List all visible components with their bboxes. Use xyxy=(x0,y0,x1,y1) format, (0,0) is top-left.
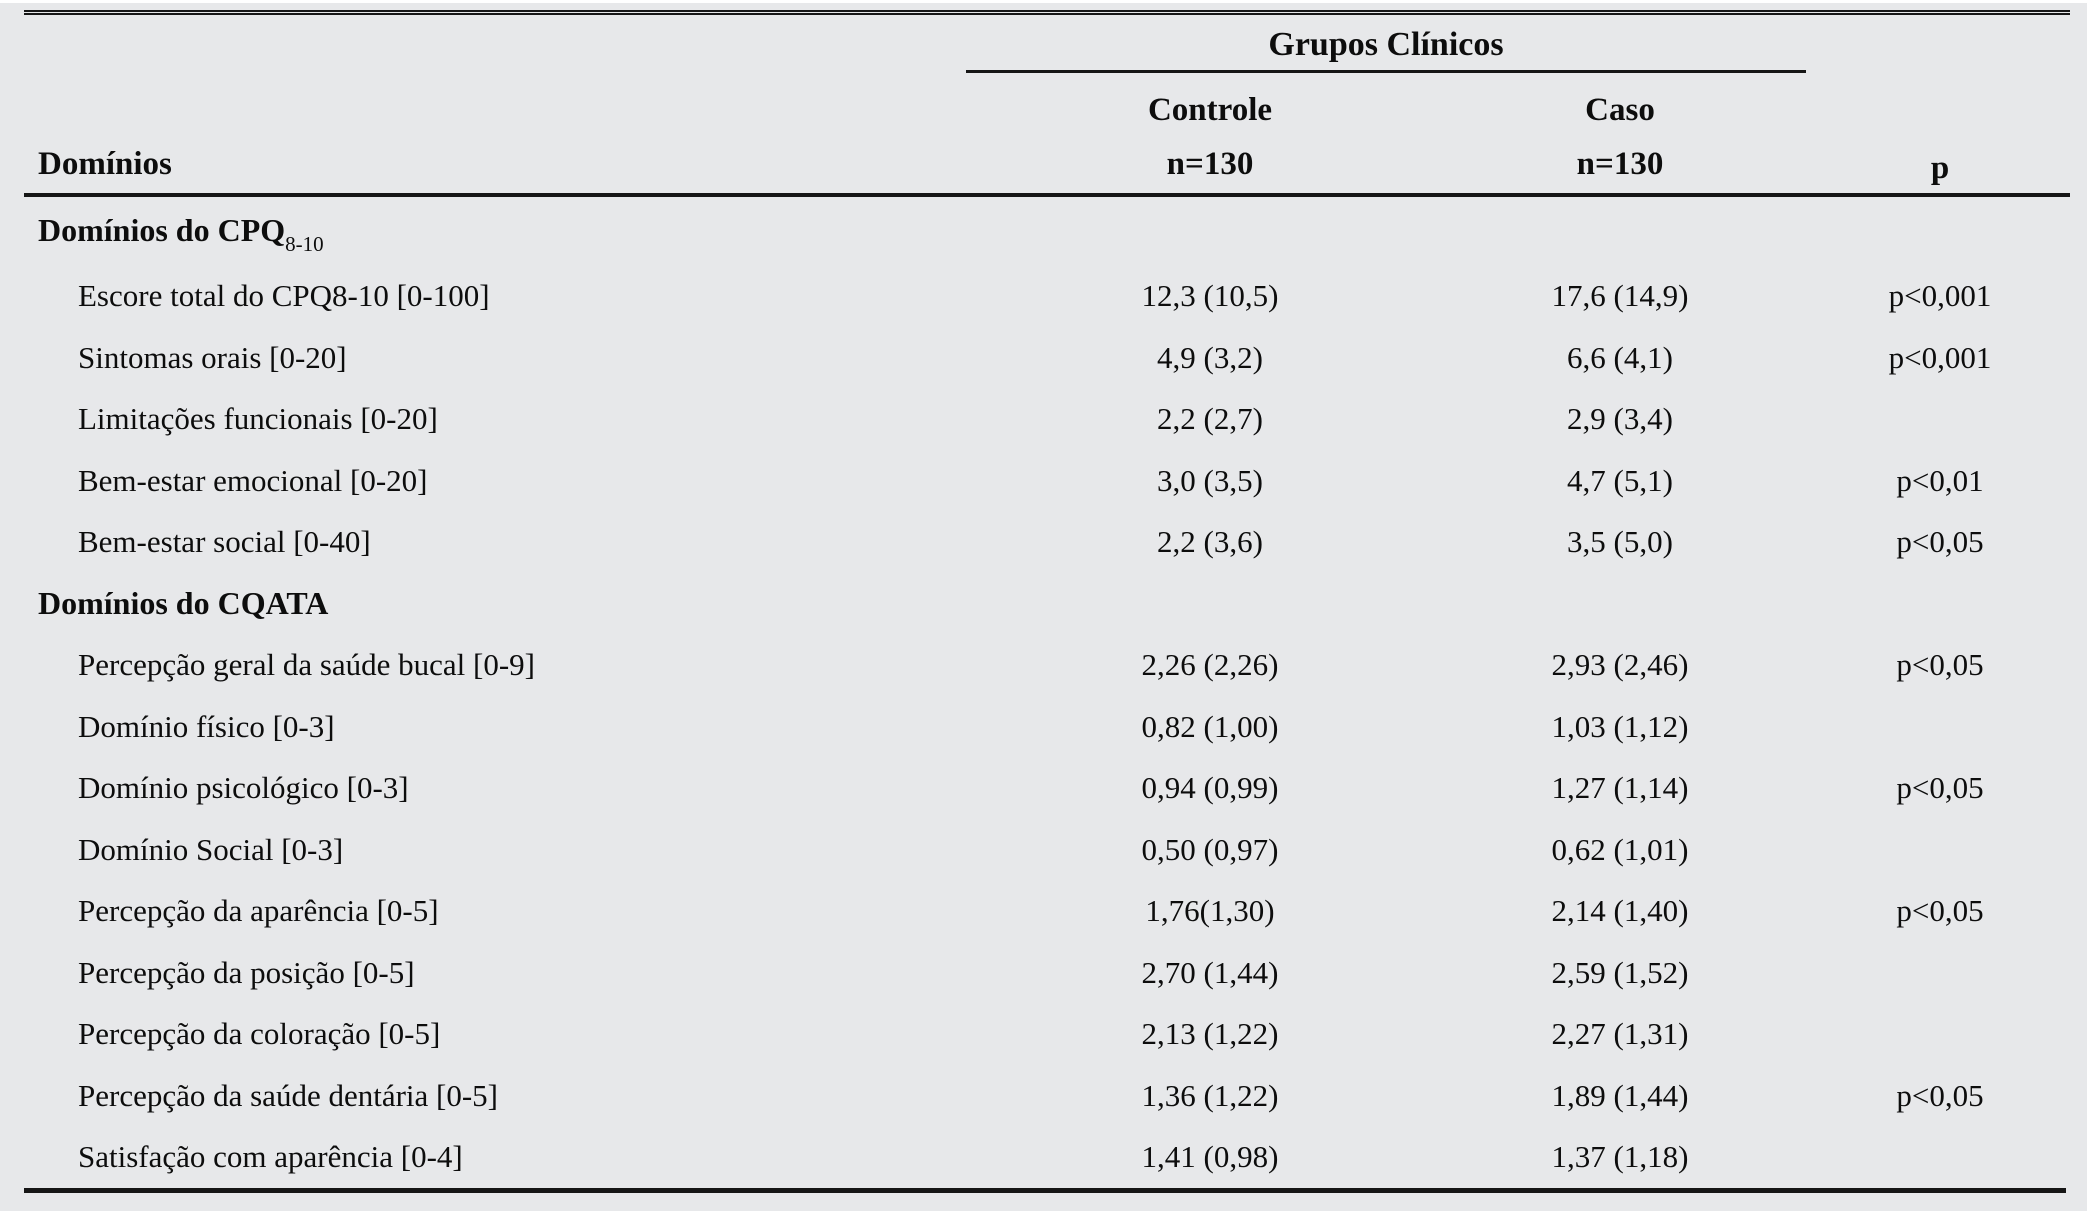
row-label: Bem-estar social [0-40] xyxy=(78,524,371,560)
controle-value: 0,94 (0,99) xyxy=(1141,770,1279,806)
row-label: Sintomas orais [0-20] xyxy=(78,339,347,375)
table-row: Percepção da saúde dentária [0-5] 1,36 (1… xyxy=(24,1065,2070,1127)
controle-value: 1,41 (0,98) xyxy=(1141,1139,1279,1175)
row-label: Escore total do CPQ8-10 [0-100] xyxy=(78,278,490,314)
table-row: Domínio psicológico [0-3] 0,94 (0,99) 1,27… xyxy=(24,758,2070,820)
table-row: Sintomas orais [0-20] 4,9 (3,2) 6,6 (4,1) p… xyxy=(24,327,2070,389)
controle-value: 4,9 (3,2) xyxy=(1157,339,1263,375)
column-header-p: p xyxy=(1930,150,1950,186)
caso-value: 1,89 (1,44) xyxy=(1551,1077,1689,1113)
caso-value: 6,6 (4,1) xyxy=(1567,339,1673,375)
controle-value: 2,2 (3,6) xyxy=(1157,524,1263,560)
table-row: Percepção geral da saúde bucal [0-9] 2,26… xyxy=(24,635,2070,697)
row-label: Percepção da saúde dentária [0-5] xyxy=(78,1077,498,1113)
row-label-subscript: 8-10 xyxy=(285,232,324,257)
p-value: p<0,05 xyxy=(1896,893,1984,929)
column-header-dominios: Domínios xyxy=(38,146,172,182)
table-row: Domínio físico [0-3] 0,82 (1,00) 1,03 (1,1… xyxy=(24,696,2070,758)
column-header-controle: Controle xyxy=(1147,92,1273,128)
table-row: Percepção da posição [0-5] 2,70 (1,44) 2,5… xyxy=(24,942,2070,1004)
p-value: p<0,05 xyxy=(1896,524,1984,560)
caso-value: 2,93 (2,46) xyxy=(1551,647,1689,683)
table-row: Percepção da aparência [0-5] 1,76(1,30) 2,… xyxy=(24,881,2070,943)
group-header-underline xyxy=(966,70,1806,73)
p-value: p<0,05 xyxy=(1896,770,1984,806)
p-value: p<0,01 xyxy=(1896,462,1984,498)
caso-value: 2,59 (1,52) xyxy=(1551,954,1689,990)
caso-value: 17,6 (14,9) xyxy=(1551,278,1689,314)
column-header-caso: Caso xyxy=(1585,92,1655,128)
controle-value: 2,26 (2,26) xyxy=(1141,647,1279,683)
p-value: p<0,05 xyxy=(1896,1077,1984,1113)
column-header-controle-n: n=130 xyxy=(1166,146,1254,182)
table-row: Bem-estar emocional [0-20] 3,0 (3,5) 4,7 (… xyxy=(24,450,2070,512)
row-label: Domínios do CPQ8-10 xyxy=(38,212,324,257)
table-row: Percepção da coloração [0-5] 2,13 (1,22) 2… xyxy=(24,1004,2070,1066)
row-label: Domínio psicológico [0-3] xyxy=(78,770,409,806)
caso-value: 4,7 (5,1) xyxy=(1567,462,1673,498)
row-label: Percepção da posição [0-5] xyxy=(78,954,415,990)
controle-value: 2,13 (1,22) xyxy=(1141,1016,1279,1052)
row-label: Percepção da aparência [0-5] xyxy=(78,893,439,929)
table-row: Bem-estar social [0-40] 2,2 (3,6) 3,5 (5,0… xyxy=(24,512,2070,574)
controle-value: 12,3 (10,5) xyxy=(1141,278,1279,314)
column-header-caso-n: n=130 xyxy=(1576,146,1664,182)
table-body: Domínios do CPQ8-10 Escore total do CPQ8-… xyxy=(24,204,2070,1188)
row-label: Domínio Social [0-3] xyxy=(78,831,344,867)
row-label: Bem-estar emocional [0-20] xyxy=(78,462,428,498)
controle-value: 1,36 (1,22) xyxy=(1141,1077,1279,1113)
p-value: p<0,001 xyxy=(1888,339,1992,375)
controle-value: 0,82 (1,00) xyxy=(1141,708,1279,744)
caso-value: 0,62 (1,01) xyxy=(1551,831,1689,867)
caso-value: 2,14 (1,40) xyxy=(1551,893,1689,929)
table-row: Domínios do CQATA xyxy=(24,573,2070,635)
controle-value: 3,0 (3,5) xyxy=(1157,462,1263,498)
caso-value: 1,37 (1,18) xyxy=(1551,1139,1689,1175)
table-row: Domínio Social [0-3] 0,50 (0,97) 0,62 (1,0… xyxy=(24,819,2070,881)
table-top-rule xyxy=(24,10,2070,15)
table-row: Escore total do CPQ8-10 [0-100] 12,3 (10,… xyxy=(24,266,2070,328)
caso-value: 1,03 (1,12) xyxy=(1551,708,1689,744)
page-edge-strip xyxy=(0,0,2087,3)
row-label: Percepção geral da saúde bucal [0-9] xyxy=(78,647,536,683)
row-label: Domínio físico [0-3] xyxy=(78,708,335,744)
row-label: Percepção da coloração [0-5] xyxy=(78,1016,441,1052)
controle-value: 2,70 (1,44) xyxy=(1141,954,1279,990)
table-bottom-rule xyxy=(24,1188,2066,1193)
header-bottom-rule xyxy=(24,193,2070,197)
caso-value: 3,5 (5,0) xyxy=(1567,524,1673,560)
caso-value: 2,27 (1,31) xyxy=(1551,1016,1689,1052)
row-label: Satisfação com aparência [0-4] xyxy=(78,1139,463,1175)
controle-value: 2,2 (2,7) xyxy=(1157,401,1263,437)
group-header: Grupos Clínicos xyxy=(1268,26,1504,63)
table-row: Domínios do CPQ8-10 xyxy=(24,204,2070,266)
caso-value: 1,27 (1,14) xyxy=(1551,770,1689,806)
row-label: Domínios do CQATA xyxy=(38,585,329,622)
controle-value: 1,76(1,30) xyxy=(1145,893,1275,929)
p-value: p<0,05 xyxy=(1896,647,1984,683)
caso-value: 2,9 (3,4) xyxy=(1567,401,1673,437)
table-row: Satisfação com aparência [0-4] 1,41 (0,98… xyxy=(24,1127,2070,1189)
controle-value: 0,50 (0,97) xyxy=(1141,831,1279,867)
p-value: p<0,001 xyxy=(1888,278,1992,314)
row-label: Limitações funcionais [0-20] xyxy=(78,401,438,437)
table-row: Limitações funcionais [0-20] 2,2 (2,7) 2,9… xyxy=(24,389,2070,451)
